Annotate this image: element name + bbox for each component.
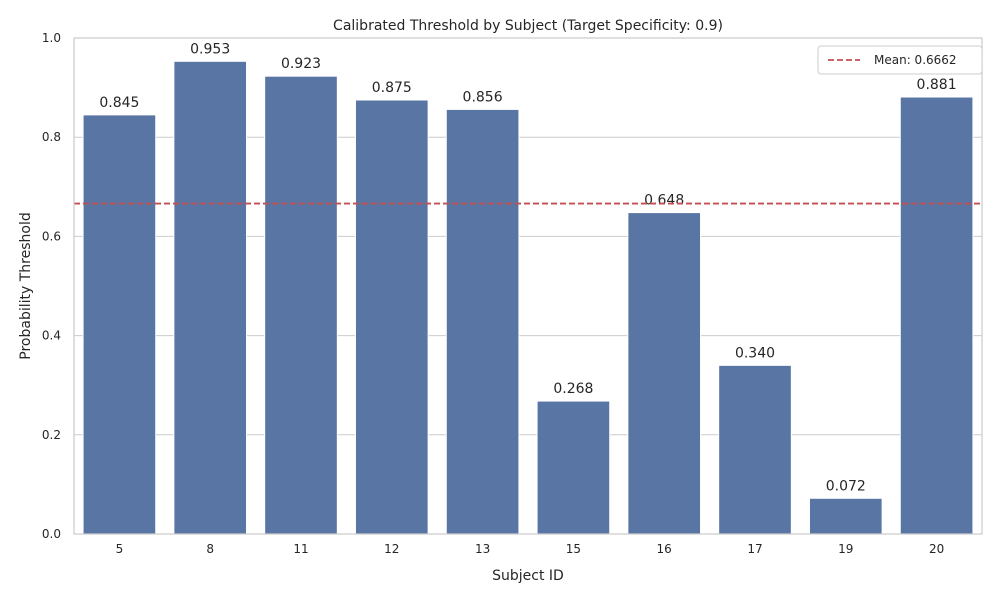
x-tick-label: 11 xyxy=(293,542,308,556)
legend-entry-mean: Mean: 0.6662 xyxy=(874,53,957,67)
y-tick-label: 0.4 xyxy=(42,329,61,343)
x-axis-label: Subject ID xyxy=(492,568,564,584)
bar-value-label: 0.875 xyxy=(372,80,412,96)
x-tick-label: 13 xyxy=(475,542,490,556)
x-tick-label: 16 xyxy=(657,542,672,556)
bars xyxy=(82,60,974,535)
x-tick-label: 19 xyxy=(838,542,853,556)
x-tick-label: 12 xyxy=(384,542,399,556)
legend: Mean: 0.6662 xyxy=(817,45,983,75)
y-tick-label: 0.6 xyxy=(42,229,61,243)
bar-subject-5 xyxy=(82,114,157,535)
x-tick-label: 5 xyxy=(116,542,124,556)
y-axis-label: Probability Threshold xyxy=(18,212,34,359)
bar-value-label: 0.881 xyxy=(917,77,957,93)
x-tick-label: 15 xyxy=(566,542,581,556)
bar-subject-17 xyxy=(718,364,792,535)
plot-frame xyxy=(73,37,983,535)
chart-title: Calibrated Threshold by Subject (Target … xyxy=(333,18,723,34)
data-labels: 0.845 0.953 0.923 0.875 0.856 0.268 0.648 0.340… xyxy=(99,41,956,494)
bar-subject-8 xyxy=(173,60,248,535)
bar-subject-13 xyxy=(445,108,520,535)
y-tick-label: 0.2 xyxy=(42,428,61,442)
y-tick-label: 0.8 xyxy=(42,130,61,144)
x-tick-label: 20 xyxy=(929,542,944,556)
x-tick-label: 8 xyxy=(206,542,214,556)
y-tick-label: 1.0 xyxy=(42,31,61,45)
bar-subject-12 xyxy=(354,99,429,535)
bar-value-label: 0.856 xyxy=(463,89,503,105)
bar-value-label: 0.923 xyxy=(281,56,321,72)
y-tick-labels: 0.0 0.2 0.4 0.6 0.8 1.0 xyxy=(42,31,61,541)
legend-box xyxy=(817,45,983,75)
bar-value-label: 0.340 xyxy=(735,345,775,361)
bar-value-label: 0.648 xyxy=(644,193,684,209)
bar-value-label: 0.268 xyxy=(553,381,593,397)
y-tick-label: 0.0 xyxy=(42,527,61,541)
bar-subject-15 xyxy=(536,400,611,535)
bar-subject-16 xyxy=(627,212,702,535)
bar-value-label: 0.953 xyxy=(190,41,230,57)
bar-subject-20 xyxy=(899,96,974,535)
bar-subject-19 xyxy=(808,497,883,535)
x-tick-label: 17 xyxy=(747,542,762,556)
bar-subject-11 xyxy=(264,75,338,535)
bar-value-label: 0.845 xyxy=(99,95,139,111)
x-tick-labels: 5 8 11 12 13 15 16 17 19 20 xyxy=(116,542,945,556)
bar-value-label: 0.072 xyxy=(826,478,866,494)
